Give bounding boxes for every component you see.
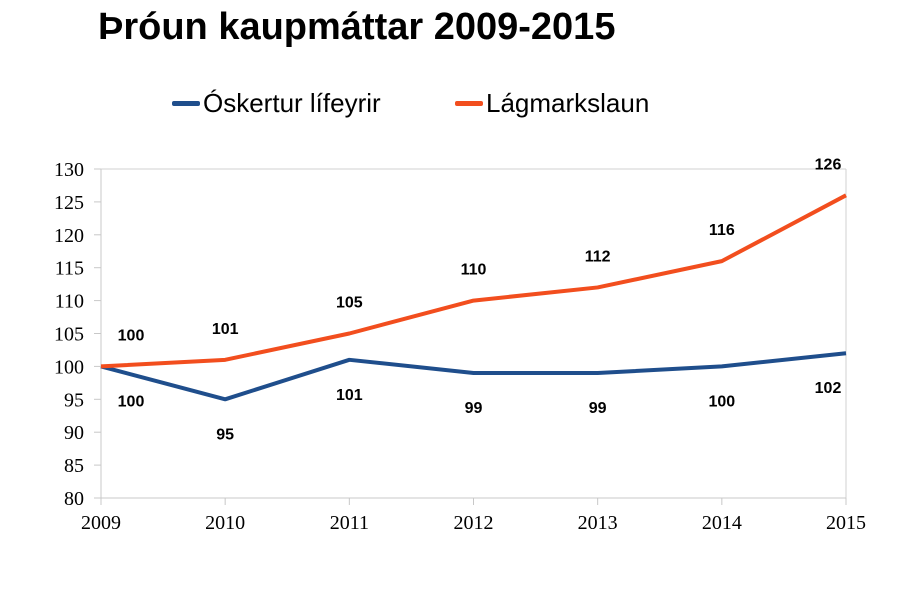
y-tick-label: 95 bbox=[64, 389, 84, 411]
x-tick-label: 2014 bbox=[702, 512, 742, 534]
data-label: 101 bbox=[212, 321, 239, 338]
x-tick-label: 2013 bbox=[578, 512, 618, 534]
data-label: 102 bbox=[815, 380, 842, 397]
series-line-1 bbox=[100, 193, 847, 369]
y-tick-label: 105 bbox=[54, 324, 84, 346]
chart-title: Þróun kaupmáttar 2009-2015 bbox=[98, 6, 616, 48]
data-label: 116 bbox=[709, 222, 735, 239]
x-tick-label: 2009 bbox=[81, 512, 121, 534]
series-line-0 bbox=[100, 351, 847, 402]
data-label: 110 bbox=[461, 262, 487, 279]
legend-item-oskertur-lifeyrir: Óskertur lífeyrir bbox=[172, 88, 381, 119]
data-label: 105 bbox=[336, 295, 363, 312]
axes: 80 85 90 95 100 105 110 115 120 125 130 2009 2010 201… bbox=[54, 159, 866, 534]
data-label: 112 bbox=[585, 248, 611, 265]
y-tick-label: 85 bbox=[64, 455, 84, 477]
y-tick-label: 100 bbox=[54, 356, 84, 378]
y-tick-label: 125 bbox=[54, 192, 84, 214]
data-labels-group: 100 95 101 99 99 100 102 100 101 105 110 112 116 126 bbox=[118, 156, 842, 443]
data-label: 100 bbox=[118, 393, 145, 410]
x-tick-label: 2012 bbox=[454, 512, 494, 534]
x-tick-label: 2010 bbox=[205, 512, 245, 534]
data-label: 99 bbox=[465, 400, 483, 417]
series-group bbox=[100, 193, 847, 402]
y-tick-label: 80 bbox=[64, 488, 84, 510]
legend: Óskertur lífeyrir Lágmarkslaun bbox=[0, 88, 900, 128]
data-label: 100 bbox=[118, 327, 145, 344]
y-tick-label: 110 bbox=[55, 291, 84, 313]
data-label: 101 bbox=[336, 387, 363, 404]
data-label: 126 bbox=[815, 156, 842, 173]
legend-label: Lágmarkslaun bbox=[486, 88, 650, 118]
y-tick-label: 130 bbox=[54, 159, 84, 181]
y-tick-label: 90 bbox=[64, 422, 84, 444]
legend-swatch-orange bbox=[455, 101, 483, 106]
data-label: 99 bbox=[589, 400, 607, 417]
legend-swatch-blue bbox=[172, 101, 200, 106]
legend-label: Óskertur lífeyrir bbox=[203, 88, 381, 118]
y-tick-label: 120 bbox=[54, 225, 84, 247]
legend-item-lagmarkslaun: Lágmarkslaun bbox=[455, 88, 649, 119]
y-tick-label: 115 bbox=[55, 258, 84, 280]
x-tick-label: 2015 bbox=[826, 512, 866, 534]
x-tick-label: 2011 bbox=[330, 512, 369, 534]
data-label: 100 bbox=[708, 393, 735, 410]
data-label: 95 bbox=[216, 426, 234, 443]
